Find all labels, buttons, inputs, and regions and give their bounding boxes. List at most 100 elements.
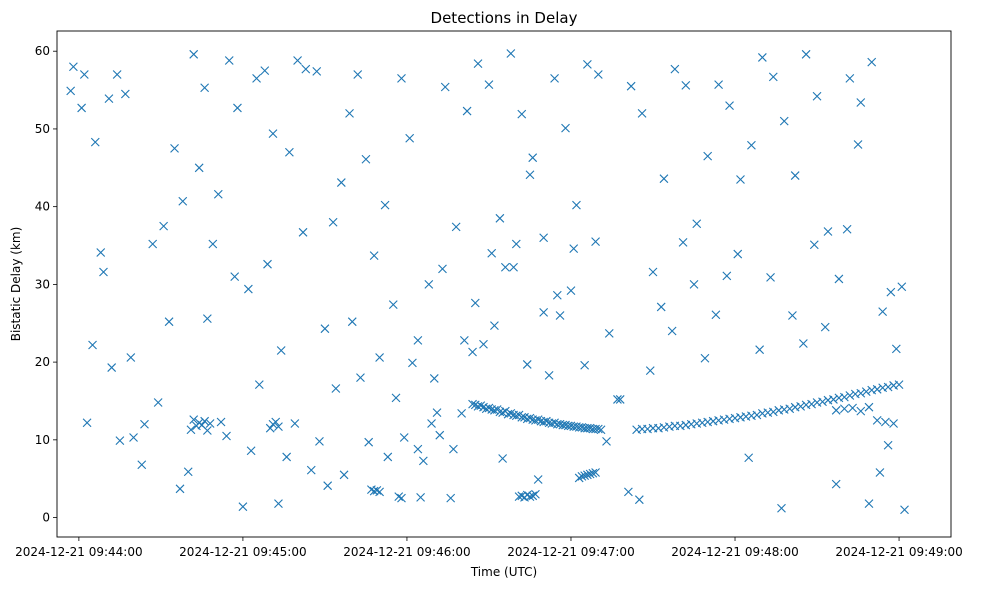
scatter-point bbox=[886, 287, 896, 297]
scatter-point bbox=[585, 469, 595, 479]
scatter-point bbox=[785, 404, 795, 414]
scatter-point bbox=[555, 311, 565, 320]
scatter-point bbox=[856, 98, 866, 107]
scatter-point bbox=[170, 143, 179, 153]
scatter-point bbox=[678, 238, 688, 247]
scatter-point bbox=[569, 244, 579, 254]
y-tick-label: 20 bbox=[35, 355, 50, 369]
scatter-point bbox=[733, 249, 743, 259]
scatter-point bbox=[872, 384, 882, 394]
scatter-point bbox=[328, 217, 338, 227]
scatter-point bbox=[375, 353, 384, 362]
scatter-point bbox=[306, 465, 316, 475]
scatter-point bbox=[818, 397, 827, 407]
scatter-point bbox=[315, 437, 324, 446]
y-axis-label: Bistatic Delay (km) bbox=[9, 227, 23, 342]
scatter-point bbox=[416, 492, 426, 502]
scatter-point bbox=[845, 74, 855, 83]
scatter-point bbox=[230, 272, 240, 282]
scatter-point bbox=[479, 339, 488, 349]
scatter-point bbox=[490, 405, 499, 415]
x-tick-label: 2024-12-21 09:45:00 bbox=[179, 545, 306, 559]
scatter-point bbox=[722, 271, 732, 281]
scatter-point bbox=[462, 106, 472, 116]
scatter-point bbox=[582, 470, 592, 480]
scatter-point bbox=[399, 433, 409, 442]
scatter-point bbox=[140, 419, 149, 429]
scatter-point bbox=[856, 406, 866, 416]
scatter-point bbox=[624, 487, 633, 497]
y-axis: 0 10 20 30 40 50 60 bbox=[35, 44, 57, 525]
scatter-point bbox=[626, 81, 636, 91]
scatter-point bbox=[243, 284, 253, 294]
scatter-point bbox=[593, 70, 603, 79]
scatter-point bbox=[900, 505, 909, 515]
scatter-point bbox=[129, 433, 138, 442]
scatter-point bbox=[777, 503, 786, 513]
scatter-point bbox=[522, 360, 532, 369]
scatter-point bbox=[790, 171, 800, 180]
scatter-point bbox=[254, 380, 264, 390]
scatter-point bbox=[233, 103, 242, 113]
y-tick-label: 50 bbox=[35, 122, 50, 136]
scatter-point bbox=[525, 170, 535, 180]
scatter-point bbox=[525, 413, 535, 423]
scatter-point bbox=[112, 70, 122, 79]
scatter-point bbox=[845, 391, 855, 400]
scatter-point bbox=[550, 74, 559, 83]
scatter-point bbox=[99, 267, 108, 277]
scatter-point bbox=[298, 227, 308, 237]
scatter-point bbox=[470, 298, 480, 308]
scatter-point bbox=[779, 116, 789, 126]
scatter-point bbox=[356, 373, 365, 383]
scatter-point bbox=[561, 123, 570, 133]
scatter-point bbox=[484, 80, 494, 90]
scatter-point bbox=[284, 147, 294, 157]
scatter-point bbox=[164, 317, 174, 327]
scatter-point bbox=[752, 410, 762, 420]
scatter-point bbox=[380, 200, 390, 210]
scatter-point bbox=[320, 324, 330, 334]
scatter-point bbox=[263, 259, 272, 269]
scatter-point bbox=[648, 267, 658, 277]
scatter-point bbox=[506, 409, 516, 418]
scatter-point bbox=[413, 335, 423, 345]
scatter-point bbox=[714, 80, 724, 90]
scatter-point bbox=[659, 174, 669, 184]
scatter-point bbox=[96, 248, 106, 257]
scatter-point bbox=[336, 178, 346, 187]
scatter-point bbox=[883, 382, 893, 392]
scatter-point bbox=[189, 415, 199, 425]
scatter-point bbox=[90, 137, 100, 147]
axes-frame bbox=[56, 30, 952, 538]
scatter-point bbox=[744, 453, 754, 463]
scatter-point bbox=[768, 407, 778, 417]
scatter-point bbox=[107, 363, 117, 372]
scatter-point bbox=[200, 83, 210, 93]
scatter-point bbox=[823, 227, 833, 236]
scatter-point bbox=[574, 473, 584, 483]
scatter-point bbox=[757, 53, 767, 62]
scatter-point bbox=[894, 380, 904, 390]
scatter-point bbox=[397, 74, 406, 83]
scatter-point bbox=[88, 340, 97, 350]
scatter-point bbox=[788, 311, 797, 320]
scatter-point bbox=[260, 66, 270, 76]
scatter-point bbox=[353, 70, 363, 79]
y-tick-label: 40 bbox=[35, 200, 50, 214]
scatter-point bbox=[468, 347, 477, 357]
scatter-point bbox=[703, 151, 713, 161]
scatter-point bbox=[591, 468, 600, 477]
scatter-point bbox=[891, 344, 901, 354]
scatter-point bbox=[511, 411, 521, 421]
scatter-point bbox=[689, 279, 699, 289]
scatter-point bbox=[440, 82, 450, 92]
x-tick-label: 2024-12-21 09:47:00 bbox=[507, 545, 634, 559]
scatter-point bbox=[202, 314, 212, 323]
scatter-point bbox=[593, 424, 603, 434]
scatter-point bbox=[66, 86, 76, 96]
scatter-point bbox=[148, 239, 158, 249]
scatter-point bbox=[544, 370, 554, 380]
scatter-point bbox=[104, 94, 114, 104]
scatter-point bbox=[509, 262, 518, 272]
